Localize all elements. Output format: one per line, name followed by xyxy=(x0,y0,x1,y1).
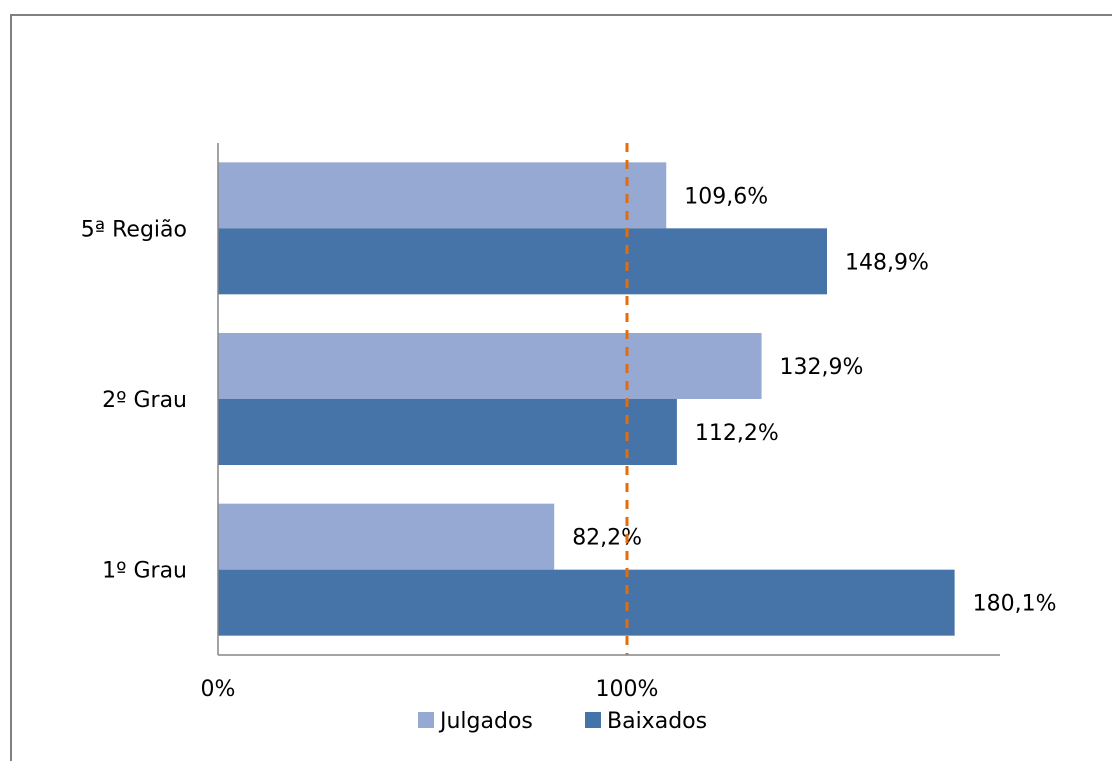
chart-frame xyxy=(10,14,1112,761)
data-label-baixados-1: 112,2% xyxy=(695,421,779,446)
category-label-1: 2º Grau xyxy=(102,388,187,413)
legend-label-baixados: Baixados xyxy=(607,709,707,734)
category-label-0: 5ª Região xyxy=(81,217,187,242)
data-label-baixados-0: 148,9% xyxy=(845,250,929,275)
data-label-julgados-2: 82,2% xyxy=(572,526,642,551)
data-label-julgados-0: 109,6% xyxy=(684,184,768,209)
category-label-2: 1º Grau xyxy=(102,559,187,584)
bar-julgados-0 xyxy=(218,162,667,229)
legend-swatch-baixados xyxy=(585,712,601,728)
bar-baixados-0 xyxy=(218,228,828,295)
x-tick-label-1: 100% xyxy=(596,677,659,702)
legend-label-julgados: Julgados xyxy=(438,709,533,734)
x-tick-label-0: 0% xyxy=(201,677,236,702)
bar-baixados-2 xyxy=(218,569,955,636)
bar-baixados-1 xyxy=(218,399,677,465)
data-label-baixados-2: 180,1% xyxy=(973,592,1057,617)
bar-julgados-1 xyxy=(218,333,762,399)
bar-julgados-2 xyxy=(218,503,555,570)
legend-swatch-julgados xyxy=(418,712,434,728)
data-label-julgados-1: 132,9% xyxy=(780,355,864,380)
